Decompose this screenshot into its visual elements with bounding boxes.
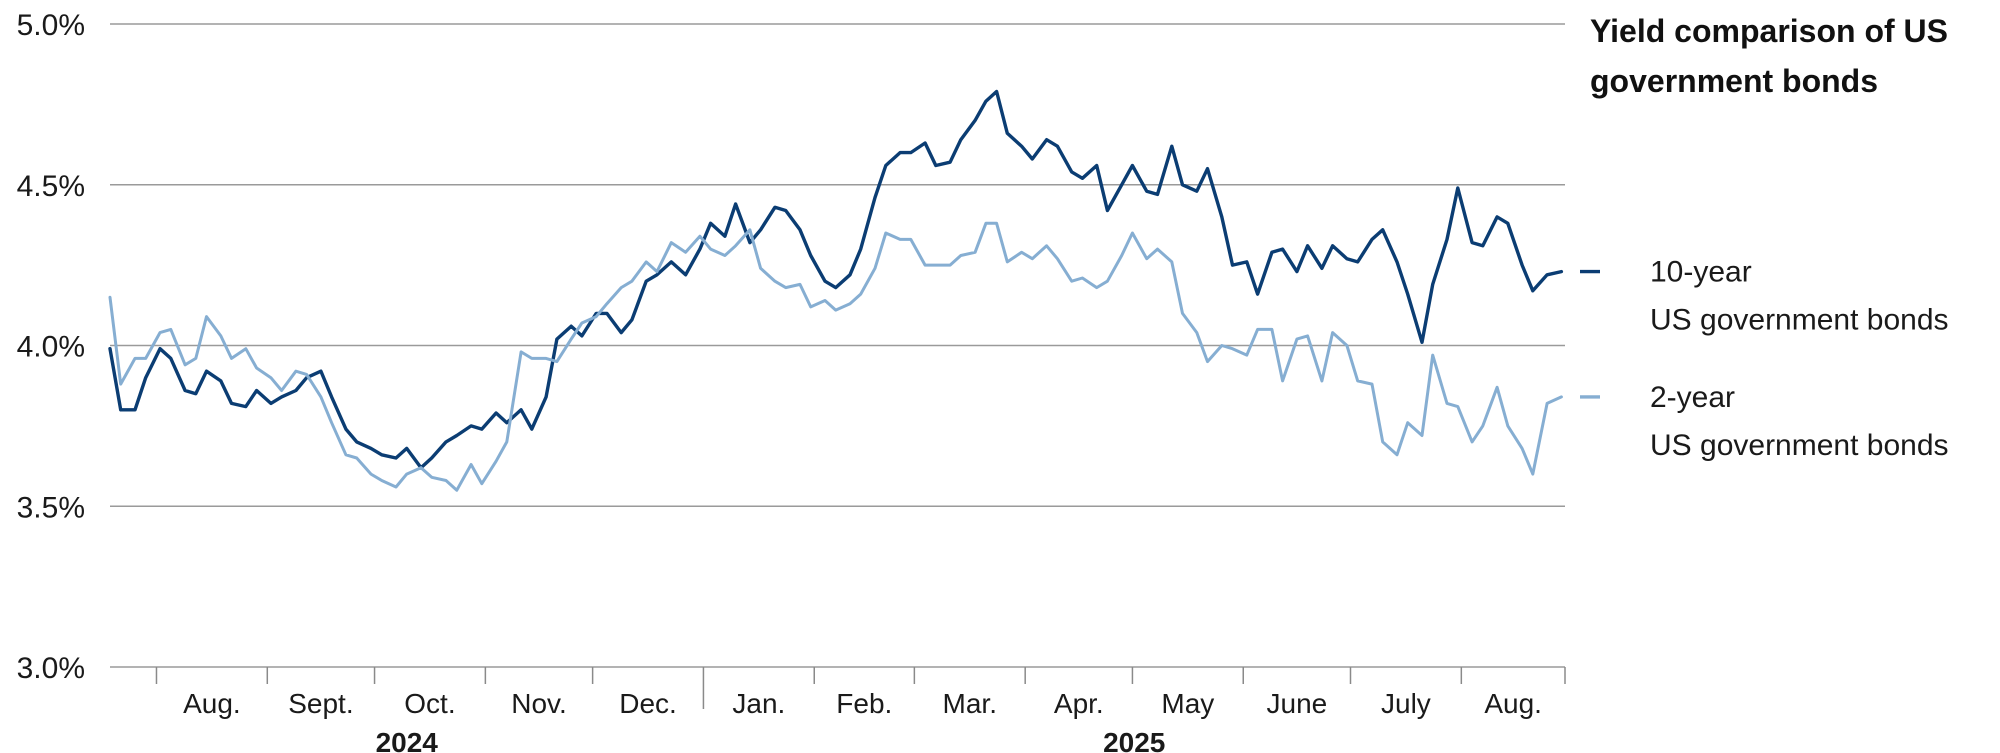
y-tick-label: 4.0% bbox=[17, 331, 85, 364]
chart-title-line: government bonds bbox=[1590, 63, 1878, 99]
month-label: June bbox=[1267, 688, 1328, 719]
y-tick-label: 5.0% bbox=[17, 9, 85, 42]
series-line-10-year bbox=[108, 89, 1564, 470]
x-axis: Aug. Sept. Oct. Nov. Dec. Jan. Feb. Mar. Apr. May… bbox=[110, 666, 1566, 753]
month-label: Dec. bbox=[619, 688, 677, 719]
chart-title-line: Yield comparison of US bbox=[1590, 13, 1948, 49]
legend-label: US government bonds bbox=[1650, 304, 1949, 337]
y-axis-tick-labels: 3.0% 3.5% 4.0% 4.5% 5.0% bbox=[17, 9, 85, 685]
year-label: 2025 bbox=[1103, 727, 1165, 753]
y-tick-label: 3.0% bbox=[17, 652, 85, 685]
legend-entry: 10-year US government bonds bbox=[1580, 256, 1949, 337]
legend-label: 2-year bbox=[1650, 381, 1735, 414]
month-label: May bbox=[1161, 688, 1214, 719]
legend-label: 10-year bbox=[1650, 256, 1752, 289]
legend-entry: 2-year US government bonds bbox=[1580, 381, 1949, 462]
month-label: Mar. bbox=[943, 688, 997, 719]
y-tick-label: 4.5% bbox=[17, 170, 85, 203]
series-line-2-year bbox=[108, 221, 1563, 492]
month-label: Apr. bbox=[1054, 688, 1104, 719]
y-tick-label: 3.5% bbox=[17, 491, 85, 524]
gridlines bbox=[110, 23, 1565, 507]
month-label: Oct. bbox=[404, 688, 455, 719]
chart-title: Yield comparison of US government bonds bbox=[1590, 13, 1948, 99]
series-lines bbox=[108, 89, 1564, 492]
month-label: July bbox=[1381, 688, 1431, 719]
year-label: 2024 bbox=[376, 727, 439, 753]
month-label: Nov. bbox=[511, 688, 567, 719]
month-label: Aug. bbox=[183, 688, 241, 719]
month-label: Sept. bbox=[288, 688, 353, 719]
month-label: Feb. bbox=[836, 688, 892, 719]
month-label: Aug. bbox=[1484, 688, 1542, 719]
legend: 10-year US government bonds 2-year US gover… bbox=[1580, 256, 1949, 462]
month-label: Jan. bbox=[732, 688, 785, 719]
legend-label: US government bonds bbox=[1650, 429, 1949, 462]
